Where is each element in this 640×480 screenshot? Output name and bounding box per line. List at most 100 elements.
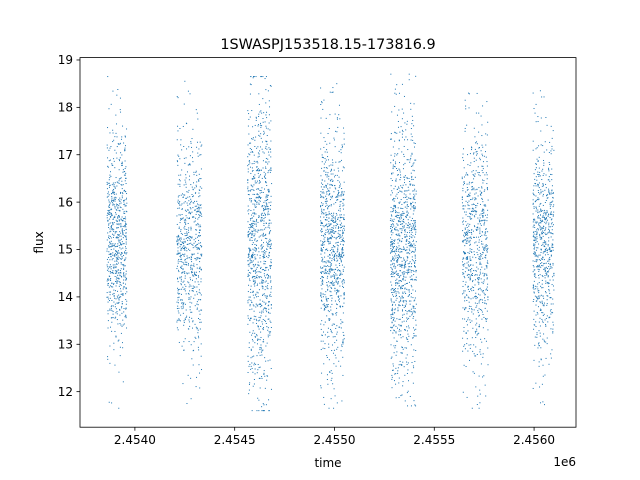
data-point: [476, 226, 478, 228]
data-point: [323, 303, 325, 305]
data-point: [332, 269, 334, 271]
data-point: [266, 203, 268, 205]
data-point: [200, 246, 202, 248]
data-point: [197, 257, 199, 259]
data-point: [259, 319, 261, 321]
data-point: [125, 235, 127, 237]
data-point: [254, 247, 256, 249]
data-point: [409, 246, 411, 248]
data-point: [335, 314, 337, 316]
data-point: [336, 274, 338, 276]
data-point: [343, 297, 345, 299]
data-point: [321, 300, 323, 302]
data-point: [534, 251, 536, 253]
data-point: [190, 226, 192, 228]
data-point: [200, 299, 202, 301]
data-point: [257, 162, 259, 164]
data-point: [542, 204, 544, 206]
data-point: [401, 316, 403, 318]
data-point: [340, 222, 342, 224]
data-point: [263, 205, 265, 207]
data-point: [337, 250, 339, 252]
data-point: [548, 168, 550, 170]
data-point: [188, 293, 190, 295]
data-point: [262, 257, 264, 259]
data-point: [115, 266, 117, 268]
data-point: [325, 268, 327, 270]
data-point: [475, 337, 477, 339]
data-point: [543, 297, 545, 299]
data-point: [537, 121, 539, 123]
data-point: [487, 262, 489, 264]
data-point: [196, 308, 198, 310]
data-point: [125, 241, 127, 243]
data-point: [335, 281, 337, 283]
data-point: [116, 181, 118, 183]
data-point: [399, 255, 401, 257]
data-point: [486, 134, 488, 136]
data-point: [471, 208, 473, 210]
data-point: [462, 280, 464, 282]
data-point: [340, 194, 342, 196]
data-point: [263, 301, 265, 303]
data-point: [178, 155, 180, 157]
data-point: [540, 402, 542, 404]
data-point: [482, 353, 484, 355]
data-point: [115, 285, 117, 287]
data-point: [390, 226, 392, 228]
data-point: [110, 255, 112, 257]
data-point: [539, 317, 541, 319]
data-point: [248, 265, 250, 267]
data-point: [463, 148, 465, 150]
data-point: [463, 183, 465, 185]
data-point: [110, 268, 112, 270]
data-point: [320, 148, 322, 150]
data-point: [463, 327, 465, 328]
data-point: [250, 224, 252, 226]
data-point: [329, 184, 331, 186]
data-point: [261, 216, 263, 218]
data-point: [182, 217, 184, 219]
data-point: [185, 210, 187, 212]
data-point: [467, 189, 469, 191]
data-point: [320, 387, 322, 389]
data-point: [248, 251, 250, 253]
data-point: [397, 260, 399, 262]
data-point: [116, 237, 118, 239]
data-point: [340, 152, 342, 154]
data-point: [320, 307, 322, 309]
data-point: [323, 396, 325, 398]
data-point: [481, 231, 483, 233]
data-point: [126, 300, 128, 302]
data-point: [261, 276, 263, 278]
data-point: [109, 253, 111, 255]
data-point: [189, 290, 191, 292]
data-point: [463, 273, 465, 275]
data-point: [184, 318, 186, 320]
data-point: [267, 170, 269, 172]
data-point: [120, 332, 122, 334]
data-point: [196, 211, 198, 213]
data-point: [538, 269, 540, 271]
data-point: [480, 298, 482, 300]
data-point: [464, 239, 466, 241]
data-point: [478, 302, 480, 304]
data-point: [326, 204, 328, 206]
data-point: [479, 389, 481, 391]
data-point: [111, 330, 113, 332]
data-point: [409, 180, 411, 182]
data-point: [118, 178, 120, 180]
data-point: [470, 182, 472, 184]
data-point: [126, 211, 128, 213]
data-point: [343, 143, 345, 145]
data-point: [475, 298, 477, 300]
data-point: [109, 241, 111, 243]
data-point: [463, 234, 465, 236]
data-point: [199, 235, 201, 237]
data-point: [186, 217, 188, 219]
data-point: [256, 182, 258, 184]
data-point: [464, 277, 466, 279]
data-point: [406, 282, 408, 284]
data-point: [342, 239, 344, 241]
data-point: [397, 239, 399, 241]
